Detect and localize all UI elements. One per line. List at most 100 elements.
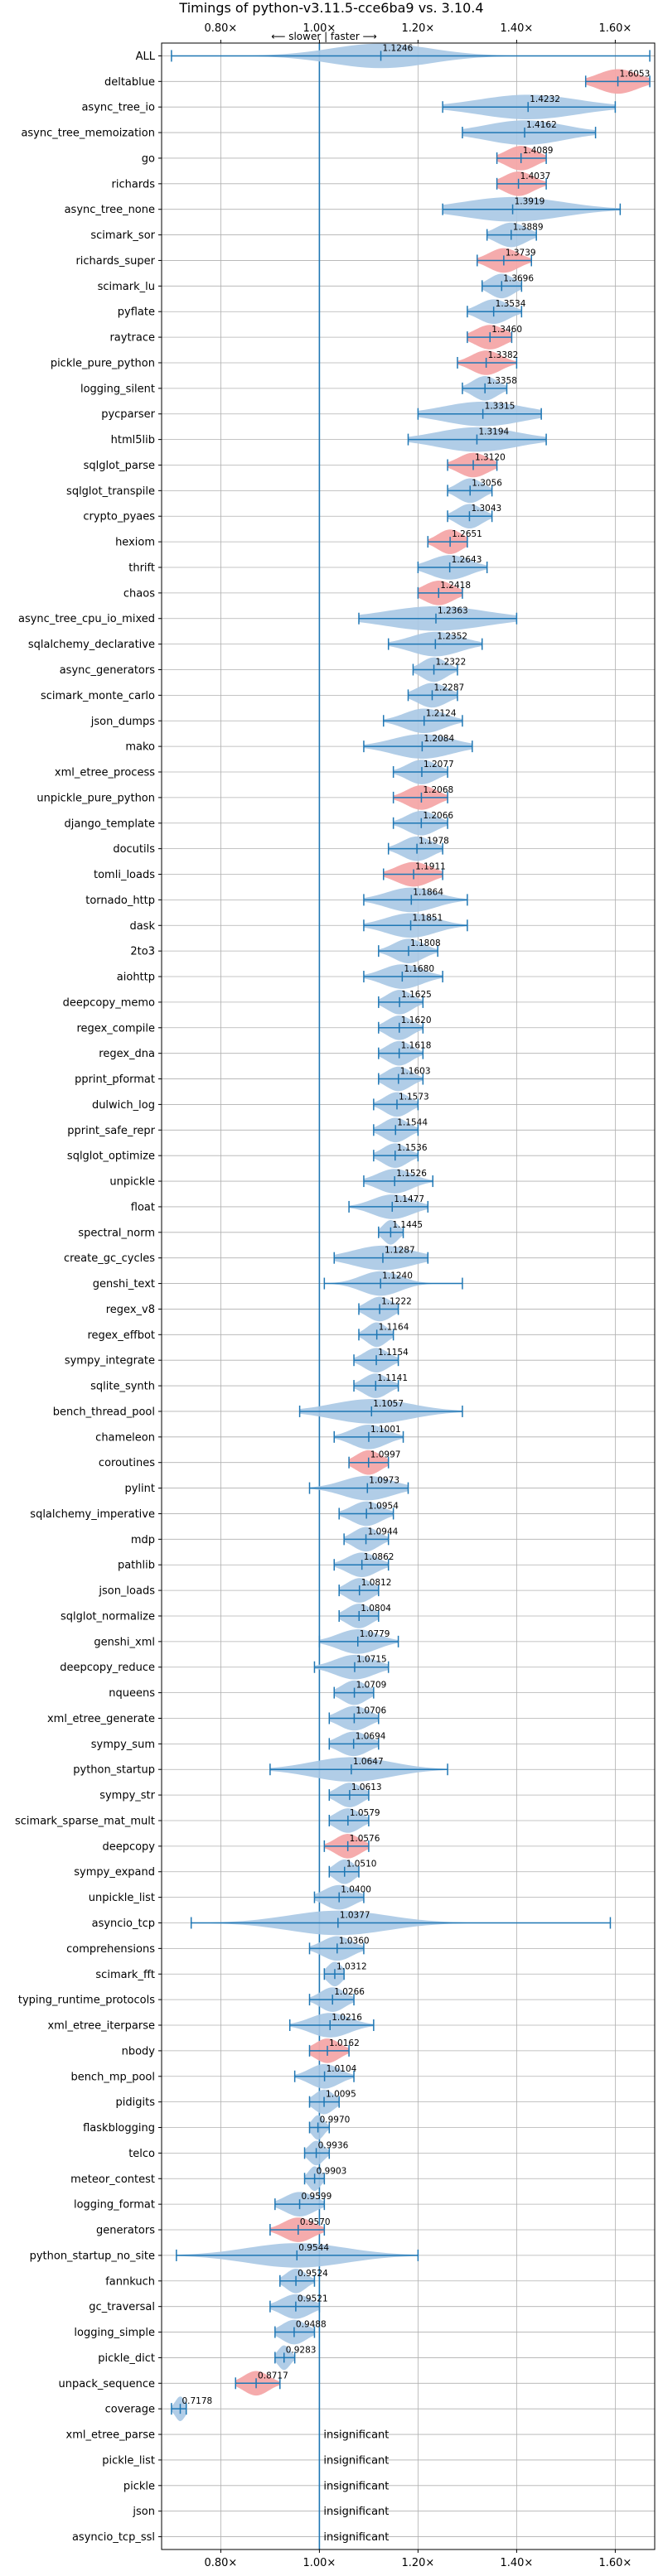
category-label: async_tree_cpu_io_mixed <box>18 613 155 625</box>
category-label: typing_runtime_protocols <box>18 1995 155 2007</box>
x-tick-label-top: 0.80× <box>204 22 237 35</box>
category-label: meteor_contest <box>70 2173 155 2186</box>
category-label: pickle <box>123 2480 155 2492</box>
value-label: 0.9970 <box>320 2115 351 2125</box>
value-label: 1.0510 <box>346 1860 377 1869</box>
category-label: json_loads <box>98 1585 155 1598</box>
category-label: richards <box>112 178 156 191</box>
category-label: go <box>142 152 155 165</box>
category-label: regex_v8 <box>106 1304 155 1316</box>
category-label: python_startup <box>73 1764 155 1777</box>
category-label: sympy_str <box>99 1790 155 1802</box>
category-label: django_template <box>65 818 155 830</box>
insignificant-label: insignificant <box>323 2454 389 2467</box>
value-label: 1.1164 <box>379 1322 409 1332</box>
value-label: 1.1154 <box>378 1348 409 1358</box>
category-label: sqlalchemy_imperative <box>30 1508 155 1521</box>
category-label: mako <box>125 741 155 754</box>
category-label: thrift <box>128 562 155 574</box>
insignificant-label: insignificant <box>323 2506 389 2518</box>
category-label: pyflate <box>118 306 155 319</box>
x-tick-label-top: 1.20× <box>401 22 434 35</box>
category-label: scimark_lu <box>98 281 155 293</box>
category-label: xml_etree_process <box>55 767 155 779</box>
category-label: html5lib <box>111 434 155 446</box>
value-label: 1.1544 <box>397 1117 428 1127</box>
category-label: pickle_dict <box>98 2352 155 2365</box>
category-label: richards_super <box>75 255 155 268</box>
value-label: 1.2287 <box>433 683 464 692</box>
value-label: 0.9936 <box>318 2140 349 2150</box>
value-label: 1.1240 <box>382 1271 413 1281</box>
category-label: sqlglot_transpile <box>66 485 155 498</box>
value-label: 1.3696 <box>503 273 534 283</box>
category-label: async_tree_none <box>65 204 155 216</box>
category-label: json_dumps <box>90 716 155 728</box>
category-label: telco <box>128 2148 155 2160</box>
category-label: asyncio_tcp_ssl <box>72 2531 155 2544</box>
category-label: ALL <box>136 51 156 63</box>
value-label: 1.3739 <box>506 248 536 258</box>
value-label: 1.2651 <box>452 529 482 539</box>
value-label: 1.2124 <box>426 708 457 718</box>
category-label: bench_thread_pool <box>53 1406 155 1418</box>
category-label: sympy_integrate <box>65 1355 155 1368</box>
category-label: async_generators <box>60 664 156 677</box>
category-label: aiohttp <box>117 972 155 984</box>
value-label: 1.0804 <box>361 1604 391 1614</box>
value-label: 1.3919 <box>515 197 545 207</box>
value-label: 1.4037 <box>520 171 551 181</box>
value-label: 1.0360 <box>339 1936 370 1946</box>
value-label: 1.3460 <box>491 325 522 335</box>
insignificant-label: insignificant <box>323 2480 389 2492</box>
x-tick-label-top: 1.40× <box>500 22 533 35</box>
value-label: 1.3358 <box>486 376 517 386</box>
category-label: flaskblogging <box>83 2122 155 2135</box>
category-label: spectral_norm <box>78 1227 155 1239</box>
category-label: coverage <box>105 2404 155 2416</box>
category-label: chameleon <box>95 1431 155 1444</box>
category-label: regex_dna <box>99 1048 155 1060</box>
category-label: chaos <box>123 587 155 600</box>
value-label: 1.1911 <box>415 862 446 872</box>
category-label: unpickle <box>109 1176 155 1189</box>
category-label: generators <box>96 2225 155 2237</box>
x-tick-label-top: 1.60× <box>598 22 632 35</box>
x-tick-label-bottom: 1.20× <box>401 2557 434 2569</box>
value-label: 1.3382 <box>488 350 519 360</box>
value-label: 1.3889 <box>513 223 544 233</box>
category-label: genshi_text <box>93 1278 155 1290</box>
category-label: scimark_fft <box>95 1969 155 1981</box>
x-tick-label-top: 1.00× <box>302 22 336 35</box>
category-label: logging_silent <box>80 383 155 395</box>
category-label: tornado_http <box>85 895 155 907</box>
value-label: 1.3120 <box>475 452 506 462</box>
value-label: 1.1618 <box>401 1041 432 1051</box>
value-label: 1.1222 <box>381 1296 412 1306</box>
value-label: 1.1526 <box>396 1169 427 1179</box>
category-label: pickle_pure_python <box>51 357 155 369</box>
value-label: 1.0709 <box>356 1681 387 1691</box>
value-label: 1.0706 <box>356 1705 386 1715</box>
insignificant-label: insignificant <box>323 2429 389 2442</box>
category-label: nqueens <box>109 1687 155 1700</box>
value-label: 1.1445 <box>392 1220 423 1230</box>
value-label: 1.2084 <box>423 734 454 744</box>
value-label: 1.0377 <box>340 1911 370 1921</box>
category-label: sqlite_synth <box>90 1381 155 1393</box>
value-label: 1.4232 <box>530 94 560 104</box>
value-label: 1.0312 <box>336 1961 367 1971</box>
category-label: deepcopy <box>102 1840 155 1853</box>
value-label: 1.4162 <box>526 120 557 130</box>
value-label: 1.3043 <box>471 504 501 514</box>
category-label: genshi_xml <box>94 1636 155 1648</box>
value-label: 1.1680 <box>404 964 434 974</box>
category-label: logging_simple <box>74 2327 155 2339</box>
category-label: unpickle_list <box>89 1892 155 1904</box>
category-label: pprint_safe_repr <box>67 1125 155 1137</box>
category-label: pidigits <box>116 2096 156 2109</box>
value-label: 1.1851 <box>413 913 443 923</box>
value-label: 1.0576 <box>350 1834 380 1844</box>
category-label: nbody <box>122 2045 156 2057</box>
value-label: 1.1625 <box>401 990 432 1000</box>
